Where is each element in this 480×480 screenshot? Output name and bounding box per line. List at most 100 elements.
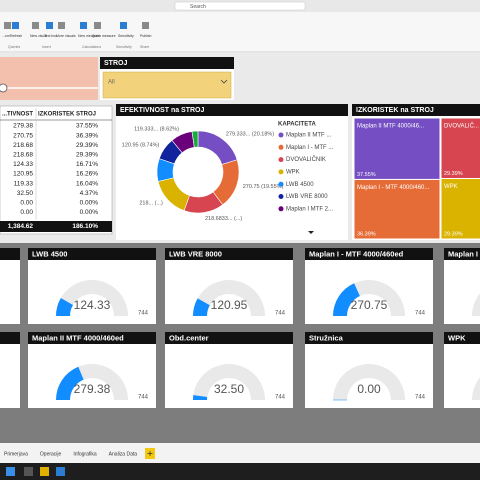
page-tab[interactable]: Primerjava: [4, 451, 28, 457]
table-cell: 16.26%: [76, 171, 98, 178]
legend-label[interactable]: Maplan I - MTF ...: [286, 145, 334, 151]
slicer-selection[interactable]: All: [108, 80, 115, 86]
page-tab[interactable]: Operacije: [40, 451, 62, 457]
slicer-dropdown[interactable]: [102, 71, 232, 99]
table-cell: 218.68: [13, 152, 33, 159]
gauge-title: LWB 4500: [32, 249, 67, 258]
ribbon-button[interactable]: ...om: [2, 34, 10, 38]
donut-title: EFEKTIVNOST na STROJ: [120, 107, 205, 114]
treemap-name: Maplan I - MTF 4000/460...: [357, 185, 430, 191]
ribbon-icon[interactable]: [12, 22, 19, 29]
legend-marker[interactable]: [278, 206, 284, 212]
legend-marker[interactable]: [278, 169, 284, 175]
table-cell: 124.33: [13, 161, 33, 168]
legend-label[interactable]: LWB VRE 8000: [286, 194, 328, 200]
page-tab[interactable]: Infografika: [73, 451, 97, 457]
gauge-card-partial: [0, 248, 20, 324]
ribbon-icon[interactable]: [58, 22, 65, 29]
table-cell: 0.00%: [80, 209, 99, 216]
ribbon-icon[interactable]: [46, 22, 53, 29]
gauge-max: 744: [275, 395, 286, 401]
legend-label[interactable]: Maplan II MTF ...: [286, 133, 332, 139]
donut-label: 120.95 (8.74%): [122, 143, 160, 149]
table-cell: 0.00: [20, 200, 33, 207]
ribbon-button[interactable]: New measure: [78, 34, 100, 38]
ribbon-group: Sensitivity: [116, 45, 132, 49]
gauge-header: [305, 248, 433, 260]
ribbon-button[interactable]: Sensitivity: [118, 34, 134, 38]
ribbon-group: Calculations: [82, 45, 101, 49]
ribbon-icon[interactable]: [142, 22, 149, 29]
chevron[interactable]: [220, 79, 228, 84]
donut-segment[interactable]: [191, 130, 199, 148]
ribbon-button[interactable]: Publish: [140, 34, 152, 38]
add-tab-plus[interactable]: [147, 451, 153, 456]
treemap-value: 36.39%: [357, 231, 376, 237]
ribbon-icon[interactable]: [4, 22, 11, 29]
legend-scroll[interactable]: [308, 231, 314, 234]
treemap-cell[interactable]: [353, 117, 441, 180]
ribbon-button[interactable]: New visual: [30, 34, 47, 38]
gauge-value-arc: [56, 297, 73, 316]
table-cell: 218.68: [13, 142, 33, 149]
legend-marker[interactable]: [278, 181, 284, 187]
gauge-track: [472, 293, 480, 316]
gauge-max: 744: [138, 311, 149, 317]
page-tab[interactable]: Analiza Data: [109, 451, 138, 457]
ribbon-group: Insert: [42, 45, 51, 49]
gauge-value: 0.00: [357, 382, 381, 396]
gauge-header-partial: [0, 332, 20, 344]
gauge-value: 124.33: [74, 298, 111, 312]
taskbar-icon[interactable]: [40, 467, 49, 476]
table-total: 186.10%: [72, 223, 98, 230]
ribbon-button[interactable]: Refresh: [10, 34, 22, 38]
treemap-header: [352, 104, 480, 116]
treemap-name: Maplan II MTF 4000/46...: [357, 124, 424, 130]
ribbon-icon[interactable]: [94, 22, 101, 29]
slider-handle[interactable]: [0, 83, 8, 93]
table-cell: 29.39%: [76, 152, 98, 159]
ribbon-icon[interactable]: [32, 22, 39, 29]
slicer-header: [100, 57, 234, 69]
donut-label: 270.75 (19.55%): [243, 184, 284, 190]
ribbon-button[interactable]: Quick measure: [92, 34, 116, 38]
gauge-title: Maplan I: [448, 249, 478, 258]
legend-label[interactable]: LWB 4500: [286, 182, 314, 188]
table-header: IZKORISTEK STROJ: [38, 112, 96, 118]
legend-marker[interactable]: [278, 157, 284, 163]
table-cell: 16.04%: [76, 180, 98, 187]
table-cell: 120.95: [13, 171, 33, 178]
treemap-value: 37.55%: [357, 172, 376, 178]
search-box[interactable]: [174, 1, 306, 11]
donut-label: 218... (...): [139, 201, 163, 207]
legend-label[interactable]: WPK: [286, 169, 300, 175]
taskbar-icon[interactable]: [24, 467, 33, 476]
treemap-cell[interactable]: [440, 178, 480, 240]
start-icon[interactable]: [6, 467, 15, 476]
treemap-value: 29.39%: [444, 171, 463, 177]
gauge-header-partial: [0, 248, 20, 260]
legend-label[interactable]: Maplan I MTF 2...: [286, 206, 333, 212]
table: [0, 105, 113, 235]
gauge-track: [56, 280, 128, 316]
ribbon-button[interactable]: Text box: [44, 34, 57, 38]
legend-label[interactable]: DVOVALIČNIK: [286, 156, 326, 163]
legend-title: KAPACITETA: [278, 122, 316, 128]
legend-marker[interactable]: [278, 144, 284, 150]
table-cell: 16.71%: [76, 161, 98, 168]
treemap-cell[interactable]: [440, 117, 480, 179]
taskbar-icon[interactable]: [56, 467, 65, 476]
gauge-value-arc: [193, 298, 210, 316]
ribbon-icon[interactable]: [80, 22, 87, 29]
tab-bar: [0, 443, 480, 463]
ribbon-icon[interactable]: [120, 22, 127, 29]
gauge-title: Stružnica: [309, 333, 344, 342]
legend-marker[interactable]: [278, 194, 284, 199]
ribbon-button[interactable]: More visuals: [56, 34, 76, 38]
gauge-header: [444, 248, 480, 260]
search-text[interactable]: Search: [190, 4, 206, 10]
legend-marker[interactable]: [278, 132, 284, 138]
gauge-card-partial: [0, 332, 20, 408]
treemap-cell[interactable]: [353, 178, 441, 240]
gauge-header: [165, 332, 293, 344]
